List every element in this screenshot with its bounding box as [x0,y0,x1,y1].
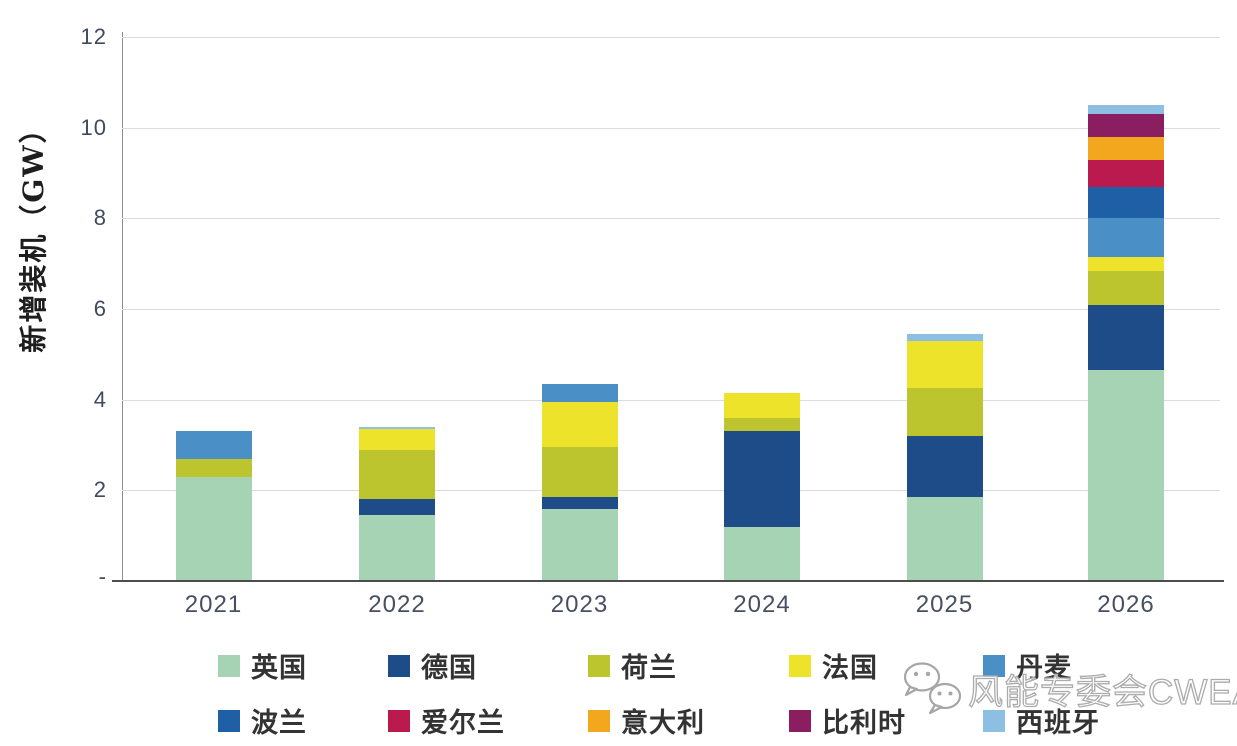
legend-item-丹麦: 丹麦 [983,646,1072,685]
legend-swatch [388,654,410,677]
bar-segment-荷兰 [541,447,618,498]
legend-swatch [789,709,811,732]
bar-segment-德国 [359,499,435,516]
legend-item-荷兰: 荷兰 [588,646,677,685]
legend-label: 荷兰 [621,653,677,684]
x-tick-label: 2022 [368,591,426,618]
y-tick-label: - [98,564,107,589]
gridline [122,37,1220,38]
bar-segment-法国 [1088,256,1164,271]
bar-segment-英国 [1088,370,1164,581]
legend-swatch [218,709,240,732]
bar-2025 [906,333,983,581]
legend-item-德国: 德国 [388,646,477,685]
plot-area [122,37,1220,581]
legend-label: 法国 [822,653,878,684]
bar-2024 [724,392,800,581]
gridline [122,399,1220,401]
legend-label: 丹麦 [1016,653,1072,684]
bar-2022 [359,426,435,581]
legend-item-西班牙: 西班牙 [983,701,1100,740]
legend-item-比利时: 比利时 [789,701,906,740]
bar-segment-荷兰 [175,458,252,477]
bar-segment-比利时 [1088,114,1164,137]
bar-2023 [541,383,618,581]
legend-label: 波兰 [251,708,307,739]
legend-swatch [588,709,610,732]
legend-label: 意大利 [621,708,705,739]
y-tick-label: 6 [93,296,107,321]
bar-segment-西班牙 [906,333,983,341]
legend-item-波兰: 波兰 [218,701,307,740]
legend-swatch [588,654,610,677]
bar-segment-丹麦 [175,431,252,459]
bar-segment-英国 [175,476,252,581]
bar-segment-法国 [724,392,800,418]
legend-item-意大利: 意大利 [588,701,705,740]
bar-segment-丹麦 [541,383,618,403]
x-tick-label: 2023 [550,591,609,618]
x-axis-line [112,580,1224,582]
legend-swatch [388,709,410,732]
legend-item-英国: 英国 [218,646,307,685]
gridline [122,127,1220,129]
bar-segment-荷兰 [724,417,800,432]
bar-segment-西班牙 [1088,105,1164,115]
bar-segment-爱尔兰 [1088,159,1164,187]
bar-segment-德国 [906,435,983,498]
gridline [122,490,1220,492]
bar-segment-英国 [724,526,800,581]
bar-2021 [175,431,252,581]
wechat-icon [903,662,962,715]
legend-label: 德国 [421,653,477,684]
bar-segment-法国 [359,429,435,450]
bar-segment-英国 [906,497,983,581]
y-axis-line [122,32,123,581]
legend-label: 英国 [251,653,307,684]
legend-item-爱尔兰: 爱尔兰 [388,701,505,740]
y-tick-label: 8 [93,205,107,231]
bar-segment-德国 [724,431,800,527]
gridline [122,218,1220,220]
x-tick-label: 2021 [184,591,243,618]
y-tick-label: 4 [93,386,107,412]
legend-swatch [983,709,1005,732]
legend-item-法国: 法国 [789,646,878,685]
x-tick-label: 2024 [733,591,791,618]
y-tick-label: 12 [80,24,107,49]
bar-segment-丹麦 [1088,218,1164,257]
bar-segment-波兰 [1088,186,1164,219]
gridline [122,309,1220,310]
y-tick-label: 10 [80,114,107,140]
bar-segment-荷兰 [906,388,983,436]
bar-segment-英国 [541,508,618,581]
bar-segment-荷兰 [359,449,435,500]
bar-segment-荷兰 [1088,270,1164,305]
legend-label: 西班牙 [1016,708,1100,739]
x-tick-label: 2026 [1097,591,1155,618]
bar-segment-西班牙 [359,426,435,430]
y-tick-label: 2 [93,477,107,503]
legend-label: 比利时 [822,708,906,739]
bar-segment-法国 [541,402,618,448]
legend-swatch [983,654,1005,677]
bar-2026 [1088,105,1164,581]
x-tick-label: 2025 [915,591,974,618]
legend-swatch [789,654,811,677]
legend-label: 爱尔兰 [421,708,505,739]
bar-segment-德国 [541,497,618,509]
legend-swatch [218,654,240,677]
bar-segment-意大利 [1088,136,1164,160]
bar-segment-德国 [1088,304,1164,371]
bar-segment-英国 [359,515,435,581]
bar-segment-法国 [906,340,983,389]
